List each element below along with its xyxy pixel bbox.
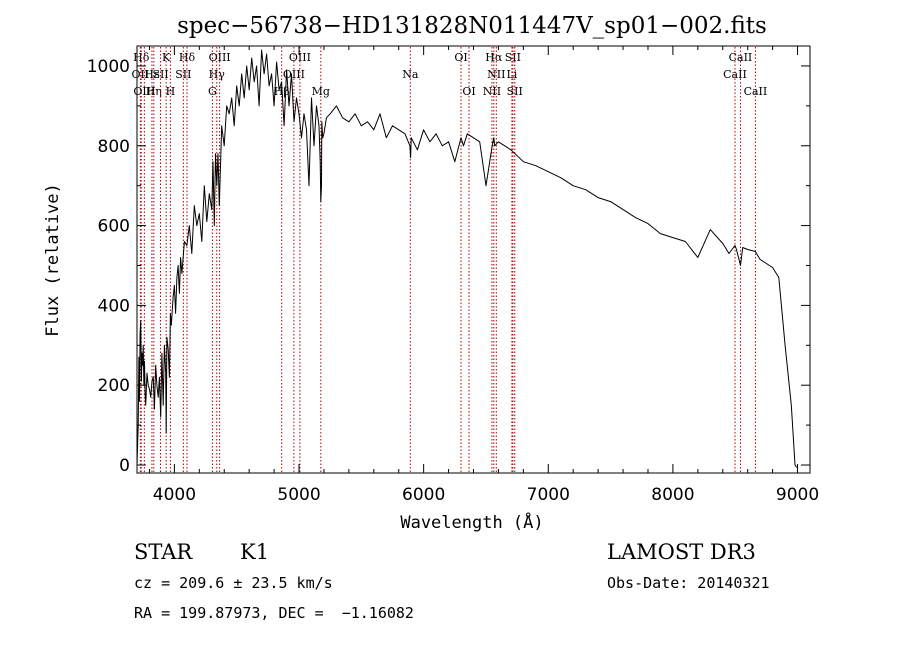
- line-label: Hδ: [179, 51, 196, 64]
- line-label: Hε: [144, 68, 160, 81]
- y-axis-ticks: 0 200 400 600 800 1000: [87, 57, 810, 476]
- line-label: NII: [487, 68, 505, 81]
- line-label: SII: [152, 68, 168, 81]
- line-label: OIII: [283, 68, 305, 81]
- x-tick-label: 6000: [402, 485, 445, 505]
- line-label: OIII: [133, 85, 155, 98]
- survey-name: LAMOST DR3: [607, 540, 756, 564]
- line-label: Mg: [312, 85, 330, 98]
- line-label: G: [208, 85, 217, 98]
- object-class: STAR: [134, 540, 193, 564]
- chart-title: spec−56738−HD131828N011447V_sp01−002.fit…: [177, 13, 767, 39]
- x-axis-ticks: 4000 5000 6000 7000 8000 9000: [148, 46, 819, 505]
- line-label: OI: [462, 85, 475, 98]
- coordinates-text: RA = 199.87973, DEC = −1.16082: [134, 604, 414, 622]
- x-tick-label: 8000: [651, 485, 694, 505]
- line-label: Li: [506, 68, 517, 81]
- x-tick-label: 4000: [153, 485, 196, 505]
- emission-line-markers: HδOIIOIIIHεHηKHSIIHδSIIOIIIHγGOIIIOIIIHβ…: [132, 47, 768, 472]
- x-tick-label: 9000: [776, 485, 819, 505]
- line-label: OIII: [209, 51, 231, 64]
- line-label: Hδ: [133, 51, 150, 64]
- line-label: Na: [402, 68, 419, 81]
- plot-frame: [136, 45, 811, 474]
- line-label: K: [162, 51, 171, 64]
- y-tick-label: 200: [98, 376, 130, 396]
- y-tick-label: 800: [98, 137, 130, 157]
- x-axis-label: Wavelength (Å): [400, 511, 543, 533]
- observation-date: Obs-Date: 20140321: [607, 574, 770, 592]
- x-tick-label: 7000: [527, 485, 570, 505]
- y-axis-label: Flux (relative): [43, 183, 63, 337]
- line-label: SII: [505, 51, 521, 64]
- line-label: SII: [507, 85, 523, 98]
- y-tick-label: 0: [119, 456, 130, 476]
- redshift-text: cz = 209.6 ± 23.5 km/s: [134, 574, 333, 592]
- x-tick-label: 5000: [277, 485, 320, 505]
- y-tick-label: 600: [98, 217, 130, 237]
- line-label: SII: [175, 68, 191, 81]
- line-label: Hγ: [209, 68, 226, 81]
- y-tick-label: 400: [98, 296, 130, 316]
- line-label: CaII: [723, 68, 747, 81]
- spectrum-series-line: [136, 49, 798, 468]
- line-label: CaII: [744, 85, 768, 98]
- line-label: Hη: [146, 85, 162, 98]
- line-label: CaII: [729, 51, 753, 64]
- line-label: OIII: [289, 51, 311, 64]
- line-label: Hα: [485, 51, 503, 64]
- y-tick-label: 1000: [87, 57, 130, 77]
- line-label: NII: [483, 85, 501, 98]
- object-subclass: K1: [240, 540, 270, 564]
- spectrum-layer: [136, 49, 798, 468]
- line-label: OII: [132, 68, 150, 81]
- line-label: OI: [454, 51, 467, 64]
- line-label: H: [166, 85, 176, 98]
